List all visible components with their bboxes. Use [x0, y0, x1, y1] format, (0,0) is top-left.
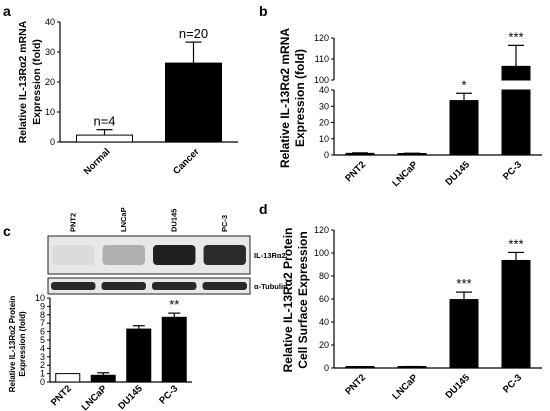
chart-d-ytick-label: 0 — [324, 363, 329, 373]
chart-d-ytick-label: 100 — [314, 248, 329, 258]
chart-c-ytick-label: 3 — [40, 352, 45, 362]
chart-b-ytick-label: 20 — [319, 118, 329, 128]
chart-c-ytick-label: 9 — [40, 301, 45, 311]
chart-a-annotation: n=20 — [179, 26, 208, 41]
chart-a-category-label: Cancer — [171, 146, 202, 177]
chart-d-annotation: *** — [456, 276, 471, 291]
panel-label-c: c — [3, 223, 11, 239]
chart-d-ylabel-line1: Relative IL-13Rα2 Protein — [281, 228, 295, 373]
chart-a-annotation: n=4 — [93, 114, 115, 129]
chart-a-ytick-label: 10 — [45, 107, 55, 117]
chart-b-ytick-label: 40 — [319, 85, 329, 95]
chart-b-bar-lower-segment — [501, 89, 531, 156]
chart-c-bar — [90, 374, 116, 383]
chart-b-bar — [449, 100, 479, 156]
chart-b-annotation: *** — [508, 29, 523, 44]
blot-lane-label: PNT2 — [68, 213, 77, 232]
western-blot: PNT2 LNCaP DU145 PC-3 IL-13Rα2 α-Tubulin — [47, 207, 288, 295]
chart-c-category-label: PC-3 — [157, 383, 180, 406]
chart-c-ytick-label: 5 — [40, 335, 45, 345]
blot-band-tubulin — [202, 282, 247, 290]
blot-lane-label: DU145 — [169, 209, 178, 232]
chart-a-bar — [165, 62, 222, 143]
chart-a-ytick-label: 20 — [45, 77, 55, 87]
blot-band-il13ra2 — [102, 245, 145, 265]
chart-c-ytick-label: 6 — [40, 327, 45, 337]
chart-d-ytick-label: 80 — [319, 271, 329, 281]
chart-a-ytick-label: 30 — [45, 47, 55, 57]
chart-d-ytick-label: 120 — [314, 225, 329, 235]
blot-band-il13ra2 — [203, 245, 246, 265]
chart-a-bar — [76, 134, 133, 143]
blot-band-il13ra2 — [52, 245, 95, 265]
chart-b-ytick-label: 120 — [314, 33, 329, 43]
chart-a: 0 10 20 30 40 n=4 Normal n=20 Cancer — [45, 17, 238, 177]
chart-b-ytick-label: 10 — [319, 134, 329, 144]
blot-band-tubulin — [51, 282, 96, 290]
panel-label-d: d — [259, 201, 268, 217]
chart-d-bar — [501, 259, 531, 369]
chart-c-ytick-label: 4 — [40, 343, 45, 353]
chart-a-category-label: Normal — [82, 146, 113, 177]
chart-c-category-label: DU145 — [116, 383, 145, 411]
chart-d-ylabel-line2: Cell Surface Expression — [296, 231, 310, 368]
blot-lane-label: PC-3 — [220, 215, 229, 232]
chart-b-ytick-label: 0 — [324, 150, 329, 160]
chart-d-bar — [449, 299, 479, 369]
chart-c-category-label: PNT2 — [49, 383, 74, 408]
chart-a-ylabel-line1: Relative IL-13Rα2 mRNA — [17, 20, 29, 143]
chart-b-category-label: PC-3 — [501, 159, 524, 182]
chart-b-ylabel-line1: Relative IL-13Rα2 mRNA — [278, 28, 292, 168]
chart-d-category-label: PNT2 — [343, 372, 368, 397]
chart-b-ytick-label: 100 — [314, 75, 329, 85]
blot-band-tubulin — [101, 282, 146, 290]
chart-b-category-label: DU145 — [443, 159, 472, 188]
chart-b-ytick-label: 30 — [319, 101, 329, 111]
chart-c-ytick-label: 0 — [40, 377, 45, 387]
chart-c-category-label: LNCaP — [80, 383, 110, 411]
blot-band2-label: α-Tubulin — [254, 282, 288, 291]
chart-b-bar — [501, 65, 531, 81]
chart-c-ytick-label: 8 — [40, 310, 45, 320]
blot-membrane-2 — [47, 277, 251, 295]
blot-band1-label: IL-13Rα2 — [254, 251, 286, 260]
chart-c-ytick-label: 1 — [40, 369, 45, 379]
chart-c-bar — [161, 316, 187, 383]
chart-a-ylabel-line2: Expression (fold) — [31, 39, 43, 125]
chart-c-ylabel-line2: Expression (fold) — [18, 311, 27, 377]
chart-a-ytick-label: 40 — [45, 17, 55, 27]
chart-d: 0 20 40 60 80 100 120 PNT2 LNCaP *** DU145 *** PC-3 — [314, 225, 542, 402]
chart-d-category-label: DU145 — [443, 372, 472, 401]
chart-b-annotation: * — [461, 77, 466, 92]
chart-b-ytick-label: 110 — [315, 54, 329, 64]
chart-c-ytick-label: 10 — [35, 293, 45, 303]
chart-d-annotation: *** — [508, 236, 523, 251]
chart-d-category-label: PC-3 — [501, 372, 524, 395]
chart-a-ytick-label: 0 — [50, 137, 55, 147]
blot-band-tubulin — [152, 282, 197, 290]
chart-d-ytick-label: 20 — [319, 340, 329, 350]
chart-c-ytick-label: 7 — [40, 318, 45, 328]
chart-b-category-label: LNCaP — [390, 159, 420, 189]
chart-c-bar — [126, 328, 152, 383]
blot-band-il13ra2 — [153, 245, 196, 265]
chart-d-ytick-label: 40 — [319, 317, 329, 327]
chart-b-bar — [345, 152, 375, 156]
chart-c-ytick-label: 2 — [40, 360, 45, 370]
chart-b-category-label: PNT2 — [343, 159, 368, 184]
chart-c-annotation: ** — [169, 297, 179, 312]
panel-label-b: b — [259, 3, 268, 19]
chart-c-bar — [55, 373, 81, 383]
chart-d-ytick-label: 60 — [319, 294, 329, 304]
blot-lane-label: LNCaP — [119, 207, 128, 232]
chart-d-category-label: LNCaP — [390, 372, 420, 402]
chart-b-ylabel-line2: Expression (fold) — [293, 49, 307, 147]
panel-label-a: a — [3, 3, 11, 19]
chart-c-ylabel-line1: Relative IL-13Rα2 Protein — [8, 296, 17, 393]
